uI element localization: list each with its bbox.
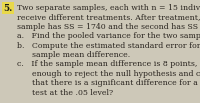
Text: sample has SS = 1740 and the second has SS = 1620.: sample has SS = 1740 and the second has … [17, 23, 200, 31]
Text: 5.: 5. [4, 4, 13, 13]
Text: a.   Find the pooled variance for the two samples.: a. Find the pooled variance for the two … [17, 32, 200, 40]
Text: test at the .05 level?: test at the .05 level? [17, 89, 113, 97]
Text: Two separate samples, each with n = 15 individuals,: Two separate samples, each with n = 15 i… [17, 4, 200, 12]
Text: receive different treatments. After treatment, the first: receive different treatments. After trea… [17, 13, 200, 21]
Text: sample mean difference.: sample mean difference. [17, 51, 130, 59]
Text: enough to reject the null hypothesis and conclude: enough to reject the null hypothesis and… [17, 70, 200, 78]
Text: b.   Compute the estimated standard error for the: b. Compute the estimated standard error … [17, 42, 200, 50]
Text: that there is a significant difference for a two-tailed: that there is a significant difference f… [17, 79, 200, 87]
Text: c.   If the sample mean difference is 8 points, is this: c. If the sample mean difference is 8 po… [17, 60, 200, 68]
